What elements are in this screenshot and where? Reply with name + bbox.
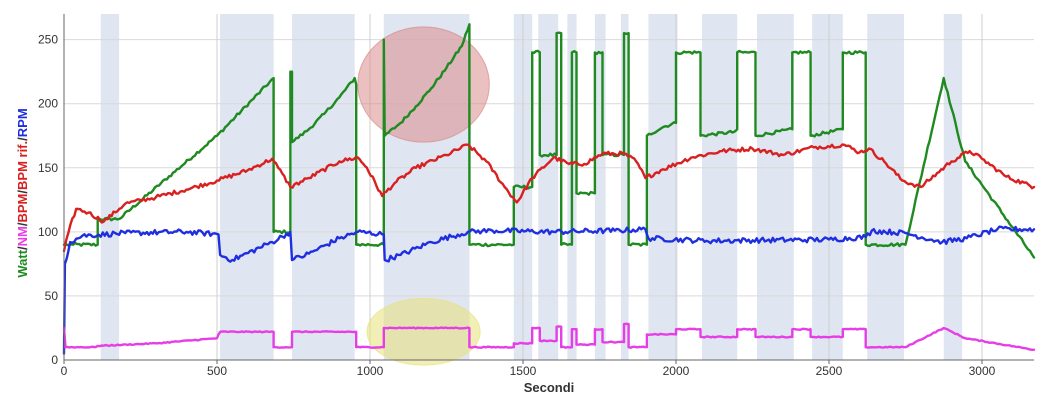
- series-line-nm: [62, 322, 1036, 351]
- interval-band: [943, 14, 963, 360]
- x-tick-label: 3000: [969, 364, 996, 378]
- y-axis-label-part: BPM rif.: [15, 141, 30, 190]
- y-axis-label-part: RPM: [15, 108, 30, 137]
- x-tick-label: 1500: [510, 364, 537, 378]
- y-tick-labels: 0 50 100 150 200 250: [38, 33, 58, 367]
- interval-band: [757, 14, 794, 360]
- x-tick-label: 2500: [816, 364, 843, 378]
- y-axis-label-part: /: [15, 137, 30, 141]
- series-line-bpm: [62, 143, 1036, 253]
- highlight-ellipses: [357, 26, 490, 366]
- y-axis-label-part: /: [15, 246, 30, 250]
- x-tick-label: 0: [61, 364, 68, 378]
- y-axis-label-part: /: [15, 222, 30, 226]
- interval-band: [648, 14, 678, 360]
- interval-band: [812, 14, 843, 360]
- interval-band: [291, 14, 355, 360]
- series-line-rpm: [62, 225, 1036, 355]
- interval-bands: [100, 14, 963, 360]
- x-tick-label: 1000: [357, 364, 384, 378]
- y-axis-label-part: /: [15, 190, 30, 194]
- y-axis-label-part: NM: [15, 226, 30, 246]
- x-axis-label: Secondi: [524, 380, 575, 395]
- series-line-watt: [62, 23, 1036, 259]
- interval-band: [620, 14, 629, 360]
- interval-band: [538, 14, 559, 360]
- y-tick-label: 250: [38, 33, 58, 47]
- y-tick-label: 0: [51, 353, 58, 367]
- interval-band: [867, 14, 904, 360]
- axes: [63, 14, 1034, 361]
- y-tick-label: 200: [38, 97, 58, 111]
- y-axis-label-part: Watt: [15, 249, 30, 277]
- series-lines: [62, 23, 1036, 355]
- interval-band: [100, 14, 120, 360]
- x-tick-labels: 0 500 1000 1500 2000 2500 3000: [61, 360, 996, 378]
- y-tick-label: 150: [38, 161, 58, 175]
- highlight-ellipse: [357, 26, 490, 143]
- interval-band: [701, 14, 738, 360]
- interval-band: [594, 14, 606, 360]
- y-axis-label: Watt/NM/BPM/BPM rif./RPM: [15, 108, 30, 277]
- x-tick-label: 2000: [663, 364, 690, 378]
- y-tick-label: 50: [45, 289, 59, 303]
- interval-band: [220, 14, 274, 360]
- highlight-ellipse: [366, 297, 481, 366]
- y-axis-label-part: BPM: [15, 194, 30, 223]
- y-tick-label: 100: [38, 225, 58, 239]
- x-tick-label: 500: [207, 364, 227, 378]
